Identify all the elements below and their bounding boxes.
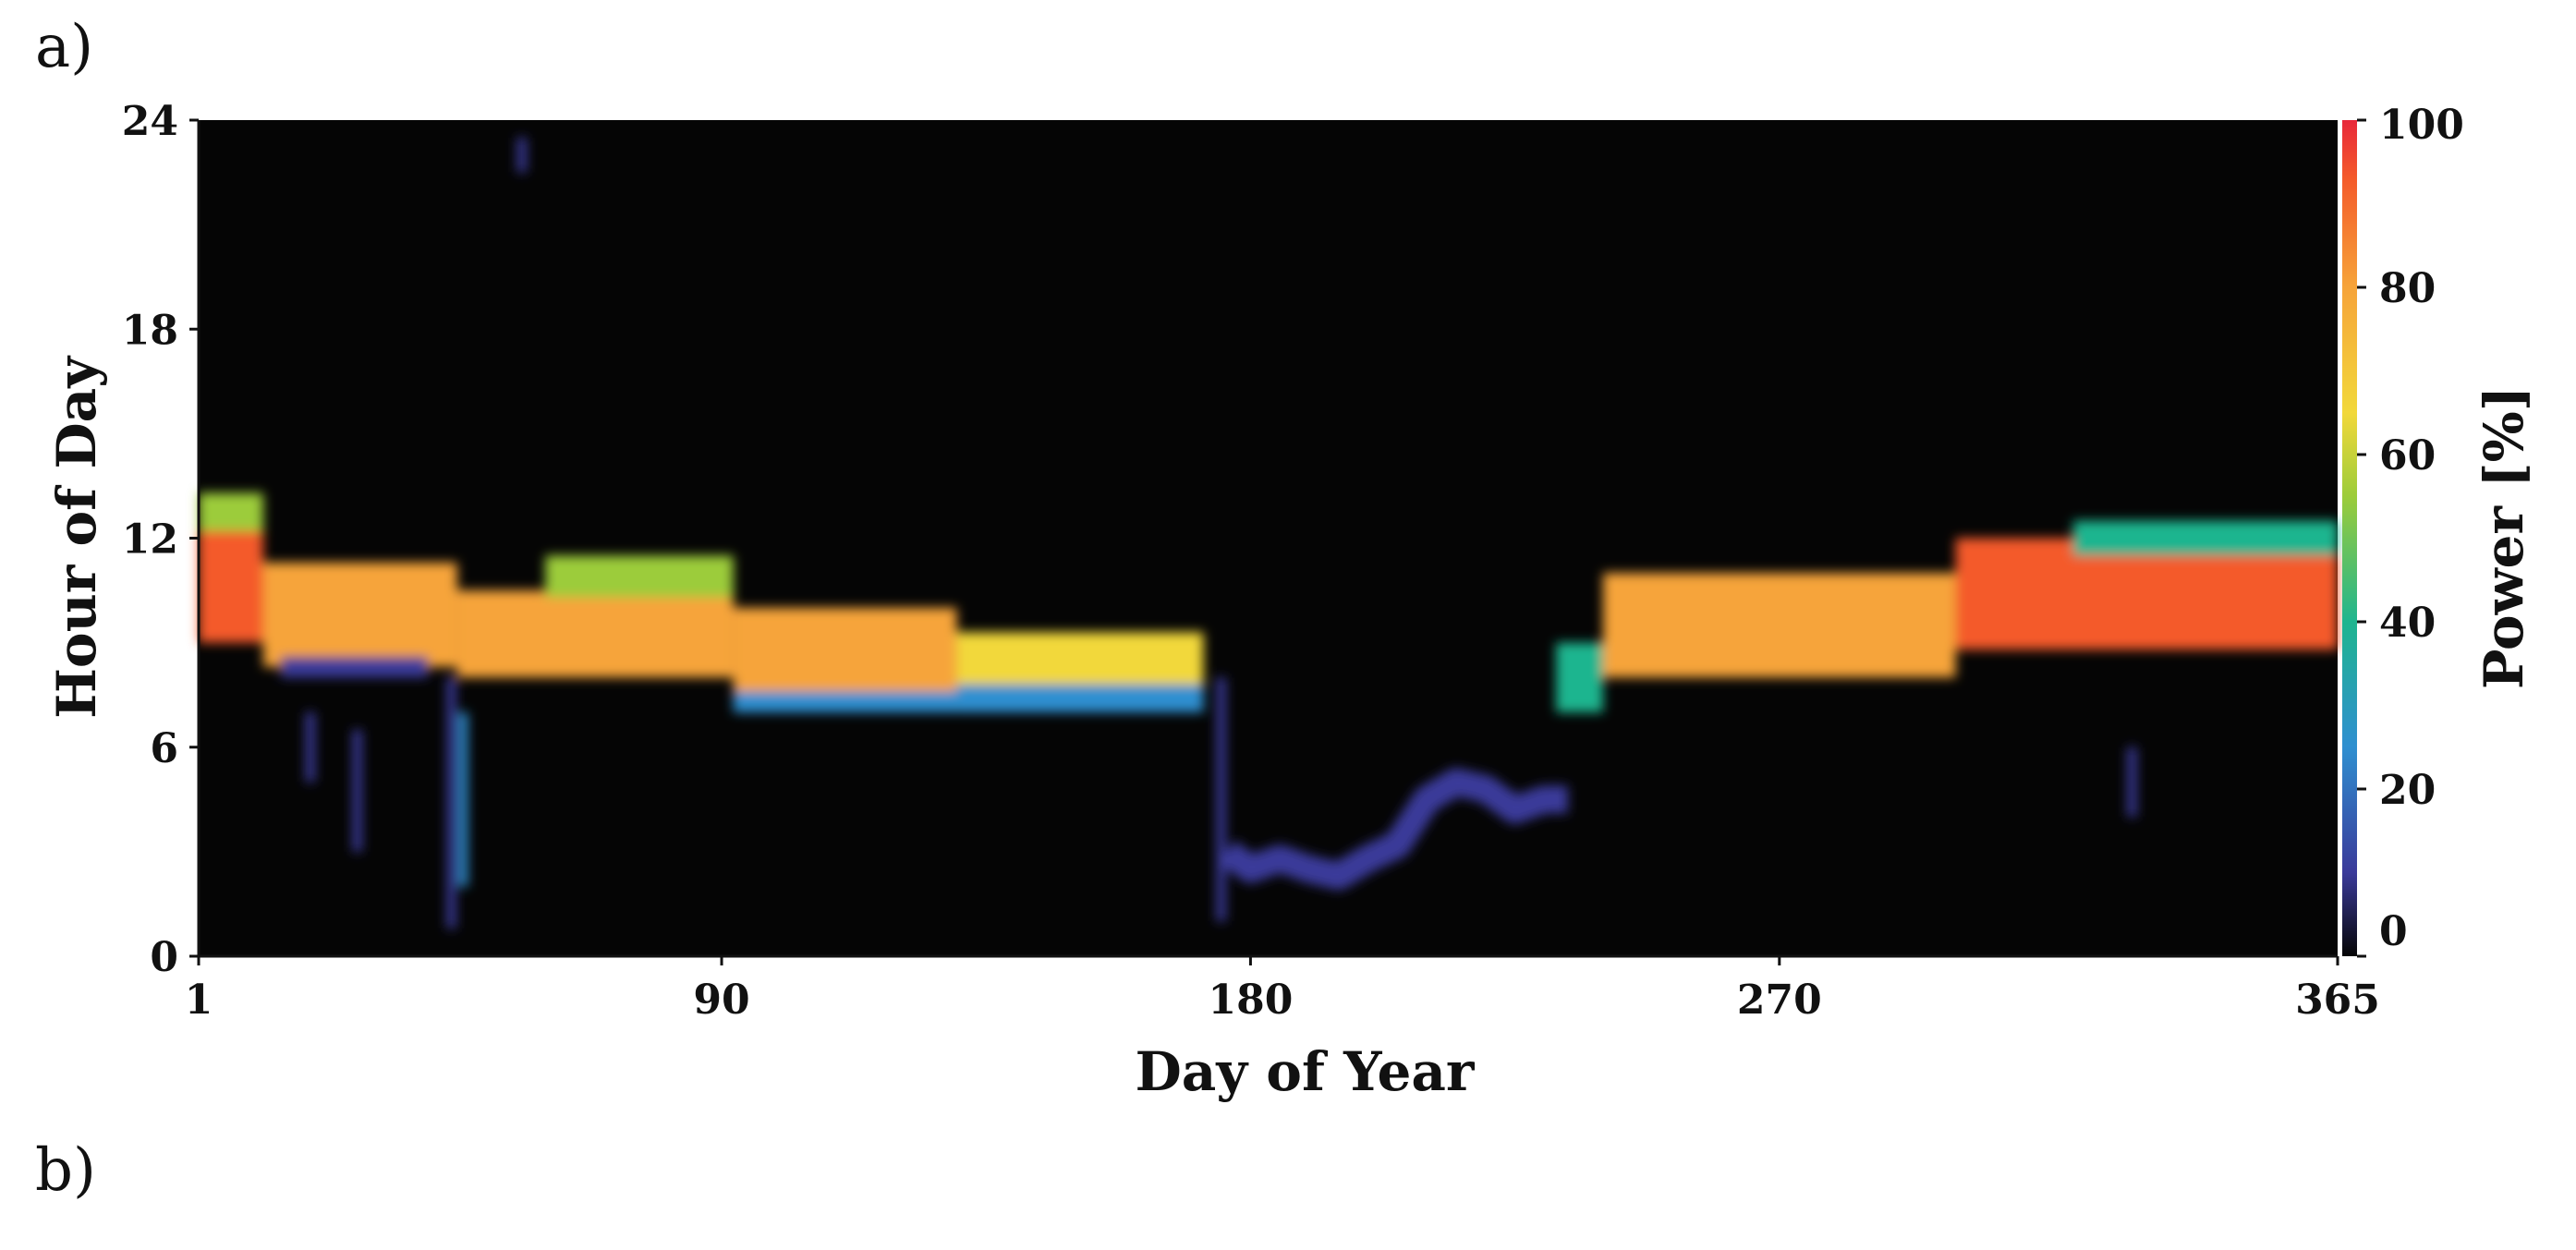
colorbar-tick-label: 0: [2379, 908, 2408, 955]
y-tick-label: 0: [150, 934, 178, 981]
y-tick-label: 12: [122, 516, 178, 564]
y-tick-label: 18: [122, 307, 178, 354]
heat-segment-11: [1603, 573, 1956, 678]
heat-segment-0: [199, 530, 263, 643]
y-axis-title: Hour of Day: [45, 355, 108, 719]
colorbar-title: Power [%]: [2473, 386, 2535, 689]
heatmap-layer: [199, 137, 2338, 928]
summer-low-band: [1219, 768, 1568, 891]
colorbar-tick-label: 80: [2379, 265, 2436, 312]
heat-segment-6: [733, 607, 957, 696]
heat-segment-7: [733, 691, 957, 713]
heat-streak-5: [1216, 677, 1226, 922]
heat-segment-1: [199, 492, 263, 531]
x-tick-label: 90: [693, 977, 749, 1024]
heat-segment-8: [956, 632, 1204, 685]
heat-streak-6: [2127, 746, 2137, 818]
heat-segment-12: [1955, 538, 2338, 650]
colorbar-tick-label: 20: [2379, 767, 2436, 814]
x-tick-label: 365: [2295, 977, 2380, 1024]
heat-segment-13: [2072, 520, 2338, 556]
x-axis-title: Day of Year: [1135, 1040, 1475, 1103]
panel-label-a: a): [35, 13, 94, 81]
heat-streak-4: [516, 137, 527, 173]
heat-streak-0: [446, 677, 456, 928]
heat-segment-9: [956, 684, 1204, 713]
colorbar-tick-label: 100: [2379, 102, 2464, 149]
heat-segment-2: [262, 562, 457, 668]
y-tick-label: 6: [150, 725, 178, 772]
heat-segment-3: [281, 656, 429, 678]
panel-label-b: b): [35, 1136, 96, 1205]
axes: 1 90 180 270 365 0 6 12 18 24: [122, 98, 2380, 1024]
heat-segment-10: [1556, 642, 1604, 713]
x-tick-label: 180: [1208, 977, 1293, 1024]
colorbar: [2342, 120, 2357, 956]
heat-segment-5: [545, 555, 734, 598]
x-tick-label: 1: [185, 977, 213, 1024]
y-tick-label: 24: [122, 98, 178, 145]
x-tick-label: 270: [1737, 977, 1822, 1024]
heat-streak-1: [458, 712, 468, 887]
heat-segment-4: [456, 590, 734, 678]
heat-streak-2: [305, 712, 315, 783]
colorbar-ticks: 0 20 40 60 80 100: [2357, 102, 2464, 958]
colorbar-tick-label: 60: [2379, 432, 2436, 479]
heat-streak-3: [352, 729, 362, 852]
colorbar-tick-label: 40: [2379, 600, 2436, 647]
